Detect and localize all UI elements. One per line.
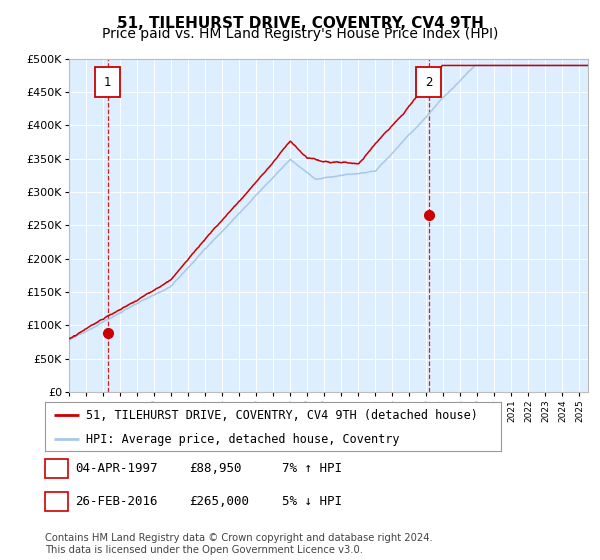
FancyBboxPatch shape [416, 67, 442, 97]
Text: Contains HM Land Registry data © Crown copyright and database right 2024.
This d: Contains HM Land Registry data © Crown c… [45, 533, 433, 555]
Text: 7% ↑ HPI: 7% ↑ HPI [282, 462, 342, 475]
Text: 51, TILEHURST DRIVE, COVENTRY, CV4 9TH (detached house): 51, TILEHURST DRIVE, COVENTRY, CV4 9TH (… [86, 409, 478, 422]
Text: 04-APR-1997: 04-APR-1997 [75, 462, 157, 475]
Text: £88,950: £88,950 [189, 462, 241, 475]
Text: £265,000: £265,000 [189, 494, 249, 508]
Text: 26-FEB-2016: 26-FEB-2016 [75, 494, 157, 508]
FancyBboxPatch shape [95, 67, 120, 97]
Text: HPI: Average price, detached house, Coventry: HPI: Average price, detached house, Cove… [86, 432, 400, 446]
Text: 5% ↓ HPI: 5% ↓ HPI [282, 494, 342, 508]
Text: 1: 1 [53, 462, 60, 475]
Text: 1: 1 [104, 76, 112, 88]
Text: 51, TILEHURST DRIVE, COVENTRY, CV4 9TH: 51, TILEHURST DRIVE, COVENTRY, CV4 9TH [116, 16, 484, 31]
Text: 2: 2 [425, 76, 433, 88]
Text: Price paid vs. HM Land Registry's House Price Index (HPI): Price paid vs. HM Land Registry's House … [102, 27, 498, 41]
Text: 2: 2 [53, 494, 60, 508]
